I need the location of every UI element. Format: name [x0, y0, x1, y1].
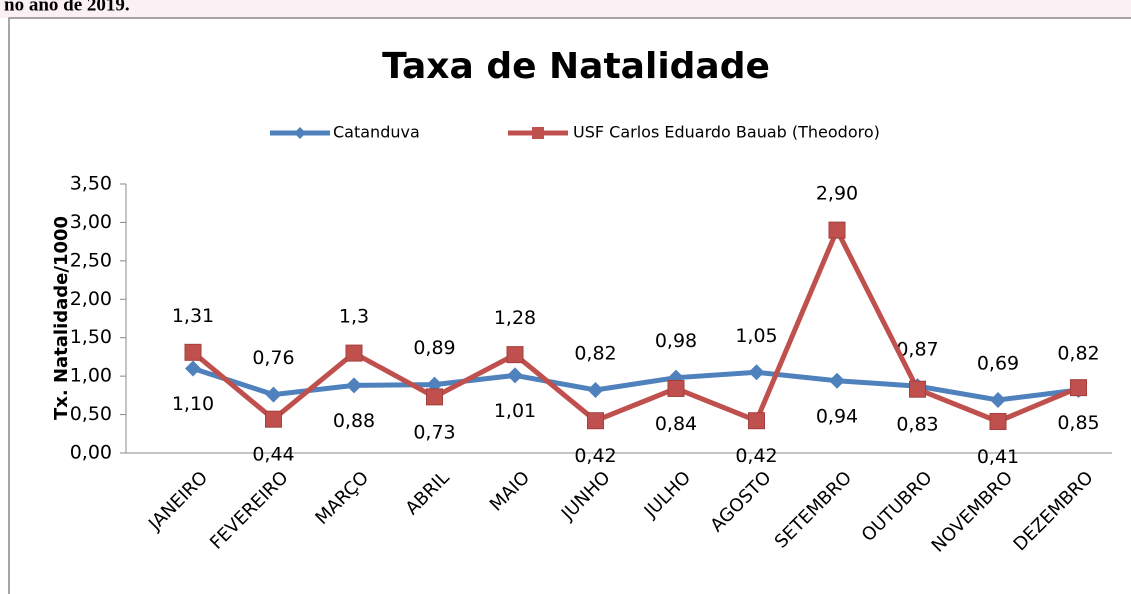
y-tick-label: 0,50 [70, 403, 112, 425]
data-label: 0,76 [252, 347, 294, 369]
point [1070, 379, 1087, 397]
point [828, 221, 846, 239]
data-label: 2,90 [816, 183, 858, 205]
data-label: 1,05 [735, 325, 777, 347]
point [507, 367, 523, 384]
data-label: 0,42 [574, 445, 616, 467]
point [426, 388, 443, 406]
y-tick-label: 1,00 [70, 365, 112, 387]
legend-marker [294, 127, 306, 139]
y-tick-label: 0,00 [70, 442, 112, 464]
data-label: 0,89 [413, 337, 455, 359]
point [829, 372, 845, 389]
point [667, 379, 685, 397]
legend-marker [532, 127, 544, 139]
data-label: 1,3 [339, 306, 369, 328]
point [185, 360, 201, 377]
point [587, 412, 604, 430]
data-label: 0,98 [655, 330, 697, 352]
y-axis-label: Tx. Natalidade/1000 [51, 216, 72, 420]
chart-frame [8, 17, 1131, 594]
data-label: 0,85 [1057, 412, 1099, 434]
point [506, 346, 524, 364]
data-label: 0,83 [896, 414, 938, 436]
data-label: 0,69 [977, 352, 1019, 374]
point [184, 343, 202, 361]
point [748, 364, 765, 381]
data-label: 0,88 [333, 410, 375, 432]
y-tick-label: 3,50 [70, 173, 112, 195]
data-label: 1,28 [494, 307, 536, 329]
point [990, 391, 1006, 408]
data-label: 0,82 [574, 342, 616, 364]
caption-band [0, 0, 1131, 18]
point [909, 380, 926, 398]
point [748, 412, 765, 430]
data-label: 1,01 [494, 400, 536, 422]
y-tick-label: 3,00 [70, 211, 112, 233]
data-label: 0,87 [896, 339, 938, 361]
legend-label: Catanduva [333, 123, 420, 142]
data-label: 0,82 [1057, 342, 1099, 364]
point [346, 377, 362, 394]
data-label: 0,94 [816, 405, 858, 427]
chart-title: Taxa de Natalidade [382, 46, 770, 87]
y-tick-label: 2,00 [70, 288, 112, 310]
data-label: 0,73 [413, 421, 455, 443]
legend-label: USF Carlos Eduardo Bauab (Theodoro) [573, 123, 880, 142]
point [587, 381, 604, 398]
point [265, 386, 282, 403]
point [989, 412, 1007, 430]
data-label: 1,10 [172, 393, 214, 415]
data-label: 0,84 [655, 413, 697, 435]
series-line [192, 366, 1079, 403]
data-label: 0,44 [252, 444, 294, 466]
y-tick-label: 1,50 [70, 326, 112, 348]
data-label: 1,31 [172, 305, 214, 327]
data-label: 0,42 [735, 445, 777, 467]
series-line [191, 224, 1080, 425]
data-label: 0,41 [977, 446, 1019, 468]
y-tick-label: 2,50 [70, 249, 112, 271]
point [265, 410, 282, 428]
caption: no ano de 2019. [4, 0, 130, 15]
point [345, 344, 363, 362]
